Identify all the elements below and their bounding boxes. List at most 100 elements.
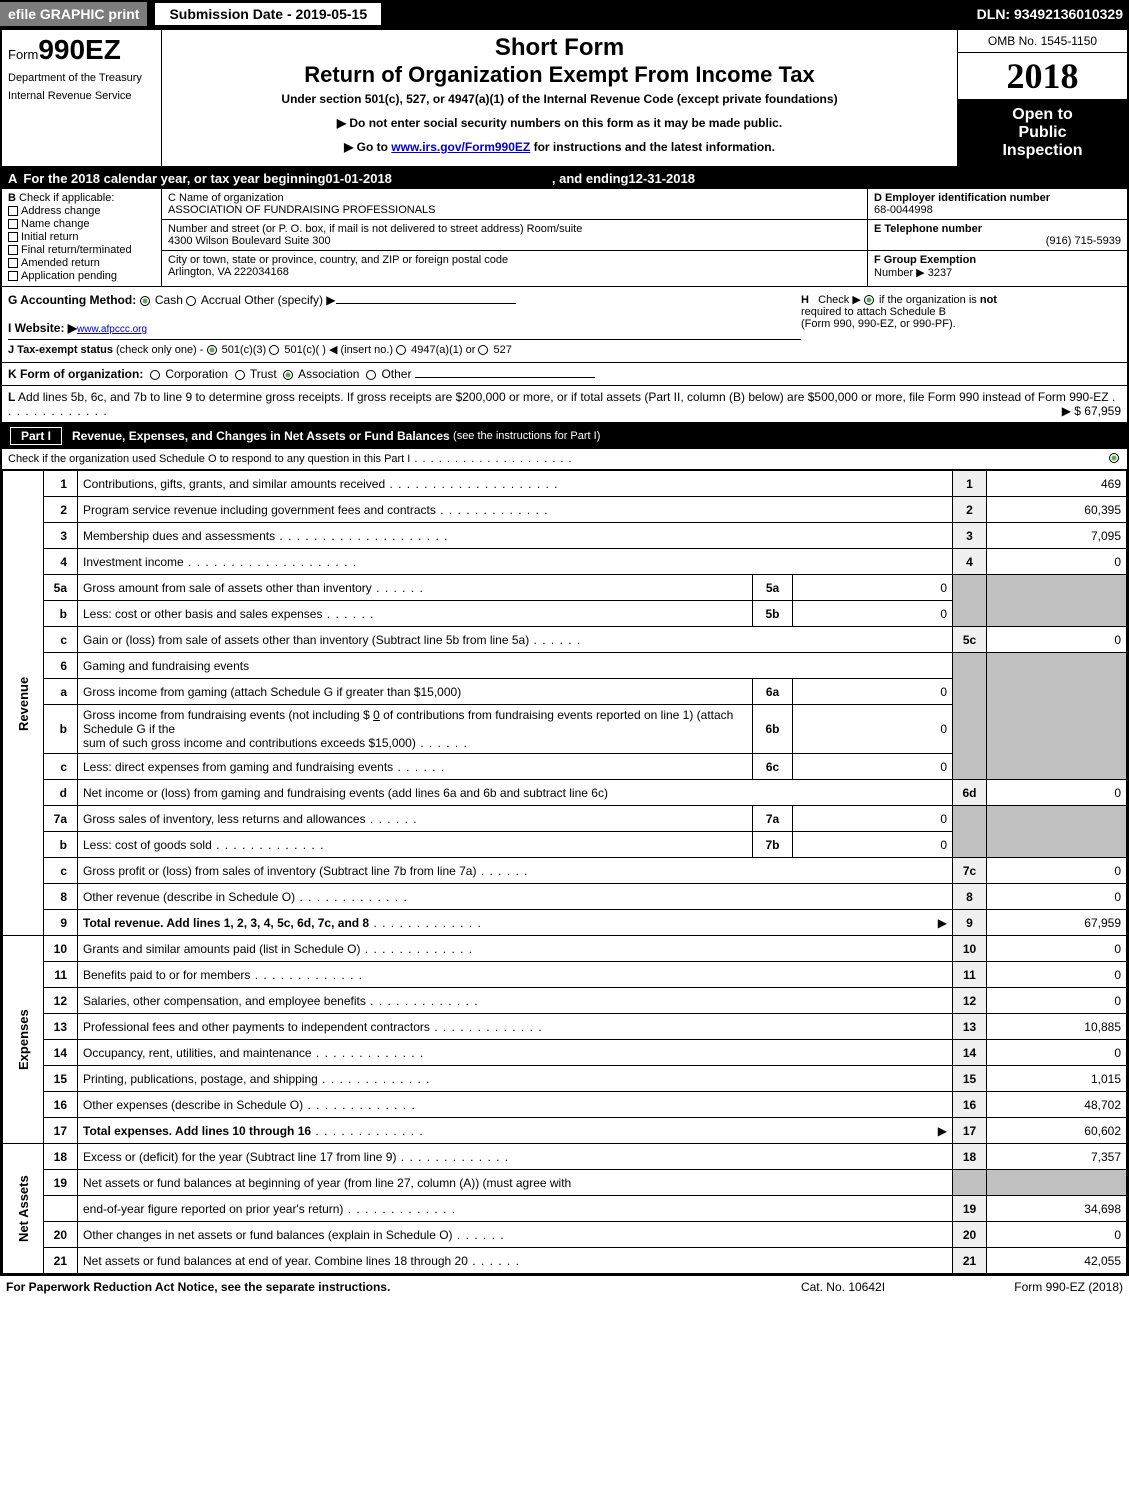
chk-address[interactable]: Address change — [8, 205, 155, 217]
website-link[interactable]: www.afpccc.org — [77, 324, 147, 335]
top-bar: efile GRAPHIC print Submission Date - 20… — [0, 0, 1129, 28]
row-k: K Form of organization: Corporation Trus… — [2, 363, 1127, 386]
radio-other[interactable] — [366, 370, 376, 380]
row-5a: 5a Gross amount from sale of assets othe… — [3, 575, 1127, 601]
l-label: L — [8, 390, 15, 404]
expenses-label: Expenses — [3, 936, 44, 1144]
b-title: Check if applicable: — [19, 192, 114, 204]
radio-4947[interactable] — [396, 345, 406, 355]
row-19b: end-of-year figure reported on prior yea… — [3, 1196, 1127, 1222]
j-label: J Tax-exempt status — [8, 344, 113, 356]
part1-header: Part I Revenue, Expenses, and Changes in… — [2, 423, 1127, 449]
chk-pending[interactable]: Application pending — [8, 270, 155, 282]
header-left: Form990EZ Department of the Treasury Int… — [2, 30, 162, 166]
form-number: Form990EZ — [8, 34, 155, 66]
part1-checknote: Check if the organization used Schedule … — [2, 449, 1127, 470]
row-9: 9 Total revenue. Add lines 1, 2, 3, 4, 5… — [3, 910, 1127, 936]
end-date: 12-31-2018 — [628, 171, 695, 186]
row-7a: 7a Gross sales of inventory, less return… — [3, 806, 1127, 832]
k-other-line[interactable] — [415, 377, 595, 378]
ssn-warning: ▶ Do not enter social security numbers o… — [170, 116, 949, 130]
row-10: Expenses 10 Grants and similar amounts p… — [3, 936, 1127, 962]
radio-accrual[interactable] — [186, 296, 196, 306]
part1-heading: Revenue, Expenses, and Changes in Net As… — [72, 429, 450, 443]
row-gh: G Accounting Method: Cash Accrual Other … — [2, 287, 1127, 363]
radio-assoc[interactable] — [283, 370, 293, 380]
goto-pre: ▶ Go to — [344, 140, 391, 154]
row-8: 8 Other revenue (describe in Schedule O)… — [3, 884, 1127, 910]
c-name-val: ASSOCIATION OF FUNDRAISING PROFESSIONALS — [168, 204, 861, 216]
row-11: 11 Benefits paid to or for members 11 0 — [3, 962, 1127, 988]
radio-527[interactable] — [478, 345, 488, 355]
e-phone: E Telephone number (916) 715-5939 — [868, 220, 1127, 251]
revenue-label: Revenue — [3, 471, 44, 936]
d-ein: D Employer identification number 68-0044… — [868, 189, 1127, 220]
header-center: Short Form Return of Organization Exempt… — [162, 30, 957, 166]
radio-schedule-o[interactable] — [1109, 453, 1119, 463]
goto-line: ▶ Go to www.irs.gov/Form990EZ for instru… — [170, 140, 949, 154]
row-a-pre: For the 2018 calendar year, or tax year … — [23, 171, 325, 186]
radio-501c3[interactable] — [207, 345, 217, 355]
e-phone-label: E Telephone number — [874, 223, 982, 235]
form-word: Form — [8, 47, 38, 62]
dln-label: DLN: 93492136010329 — [977, 6, 1129, 22]
chk-amended[interactable]: Amended return — [8, 257, 155, 269]
col-c: C Name of organization ASSOCIATION OF FU… — [162, 189, 867, 286]
row-2: 2 Program service revenue including gove… — [3, 497, 1127, 523]
col-h: H Check ▶ if the organization is not req… — [801, 293, 1121, 356]
irs-link[interactable]: www.irs.gov/Form990EZ — [391, 140, 530, 154]
chk-initial[interactable]: Initial return — [8, 231, 155, 243]
radio-schedule-b[interactable] — [864, 295, 874, 305]
k-label: K Form of organization: — [8, 367, 143, 381]
footer-formref: Form 990-EZ (2018) — [943, 1280, 1123, 1294]
tax-year: 2018 — [958, 53, 1127, 100]
open-to: Open to — [962, 106, 1123, 124]
netassets-label: Net Assets — [3, 1144, 44, 1274]
radio-cash[interactable] — [140, 296, 150, 306]
open-public: Open to Public Inspection — [958, 100, 1127, 166]
radio-501c[interactable] — [269, 345, 279, 355]
row-20: 20 Other changes in net assets or fund b… — [3, 1222, 1127, 1248]
row-16: 16 Other expenses (describe in Schedule … — [3, 1092, 1127, 1118]
f-group-label: F Group Exemption — [874, 254, 976, 266]
f-group: F Group Exemption Number ▶ 3237 — [868, 251, 1127, 282]
lines-table: Revenue 1 Contributions, gifts, grants, … — [2, 470, 1127, 1274]
c-city: City or town, state or province, country… — [162, 251, 867, 281]
row-6d: d Net income or (loss) from gaming and f… — [3, 780, 1127, 806]
row-18: Net Assets 18 Excess or (deficit) for th… — [3, 1144, 1127, 1170]
part1-label: Part I — [10, 427, 62, 445]
chk-final[interactable]: Final return/terminated — [8, 244, 155, 256]
c-street-val: 4300 Wilson Boulevard Suite 300 — [168, 235, 861, 247]
row-l: L Add lines 5b, 6c, and 7b to line 9 to … — [2, 386, 1127, 423]
inspection: Inspection — [962, 142, 1123, 160]
row-17: 17 Total expenses. Add lines 10 through … — [3, 1118, 1127, 1144]
col-b: B Check if applicable: Address change Na… — [2, 189, 162, 286]
c-city-label: City or town, state or province, country… — [168, 254, 861, 266]
row-19a: 19 Net assets or fund balances at beginn… — [3, 1170, 1127, 1196]
short-form-title: Short Form — [170, 34, 949, 62]
footer: For Paperwork Reduction Act Notice, see … — [0, 1276, 1129, 1298]
g-accounting: G Accounting Method: Cash Accrual Other … — [8, 293, 801, 307]
c-street-label: Number and street (or P. O. box, if mail… — [168, 223, 861, 235]
row-6: 6 Gaming and fundraising events — [3, 653, 1127, 679]
other-specify-line[interactable] — [336, 303, 516, 304]
begin-date: 01-01-2018 — [325, 171, 392, 186]
footer-catno: Cat. No. 10642I — [743, 1280, 943, 1294]
chk-name[interactable]: Name change — [8, 218, 155, 230]
row-15: 15 Printing, publications, postage, and … — [3, 1066, 1127, 1092]
i-label: I Website: ▶ — [8, 321, 77, 335]
c-street: Number and street (or P. O. box, if mail… — [162, 220, 867, 251]
row-21: 21 Net assets or fund balances at end of… — [3, 1248, 1127, 1274]
row-a: A For the 2018 calendar year, or tax yea… — [2, 168, 1127, 189]
footer-notice: For Paperwork Reduction Act Notice, see … — [6, 1280, 743, 1294]
row-13: 13 Professional fees and other payments … — [3, 1014, 1127, 1040]
g-label: G Accounting Method: — [8, 293, 136, 307]
radio-trust[interactable] — [235, 370, 245, 380]
i-website: I Website: ▶www.afpccc.org — [8, 321, 801, 335]
row-14: 14 Occupancy, rent, utilities, and maint… — [3, 1040, 1127, 1066]
part1-sub: (see the instructions for Part I) — [453, 430, 600, 442]
radio-corp[interactable] — [150, 370, 160, 380]
irs-label: Internal Revenue Service — [8, 90, 155, 102]
col-d: D Employer identification number 68-0044… — [867, 189, 1127, 286]
public: Public — [962, 124, 1123, 142]
